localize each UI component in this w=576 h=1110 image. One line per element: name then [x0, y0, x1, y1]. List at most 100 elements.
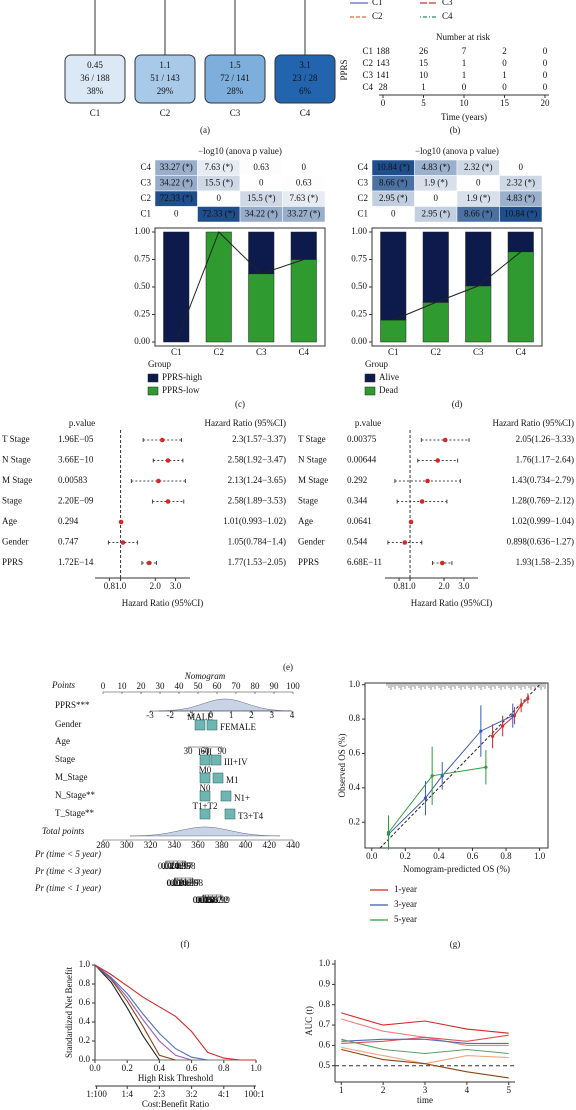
variable-tick-label: 4 [290, 710, 295, 720]
x-tick-label: 1.0 [250, 1063, 262, 1073]
node-box [64, 54, 126, 104]
node-count: 51 / 143 [150, 73, 180, 83]
x-axis-label: Nomogram-predicted OS (%) [403, 864, 510, 874]
points-tick-label: 50 [194, 681, 204, 691]
hr-header: Hazard Ratio (95%CI) [205, 418, 286, 428]
y-tick-label: 0.75 [351, 254, 367, 264]
risk-count: 0 [543, 82, 548, 92]
probability-label: Pr (time < 3 year) [34, 866, 101, 876]
calibration-point [386, 830, 391, 835]
risk-count: 1 [462, 58, 467, 68]
total-tick-label: 420 [263, 840, 277, 850]
x-axis-label: time [417, 1095, 433, 1105]
node-value: 1.1 [159, 60, 170, 70]
legend-label: Alive [379, 372, 399, 382]
x-tick-label: C4 [515, 347, 526, 357]
row-label: C4 [140, 162, 151, 172]
x-tick-label: C2 [213, 347, 224, 357]
x-tick-label: 2.0 [438, 581, 450, 591]
level-box [199, 772, 211, 784]
y-axis-label: AUC (t) [304, 1006, 314, 1036]
y-tick-label: 0.2 [79, 1035, 90, 1045]
cell-label: 0.63 [253, 162, 269, 172]
y-tick-label: 0.75 [134, 254, 150, 264]
row-label: T Stage [2, 434, 30, 444]
points-tick-label: 60 [213, 681, 223, 691]
level-label: M1 [226, 775, 239, 785]
risk-count: 7 [462, 46, 467, 56]
row-label: M Stage [2, 475, 32, 485]
hr-label: 1.76(1.17−2.64) [516, 455, 574, 465]
legend-label: C1 [372, 0, 383, 7]
risk-count: 143 [376, 58, 390, 68]
p-value: 1.72E−14 [58, 557, 94, 567]
heat-cell [499, 206, 543, 223]
total-tick-label: 280 [96, 840, 110, 850]
cell-label: 2.95 (*) [379, 193, 408, 203]
ideal-line [379, 682, 542, 849]
y-tick-label: 0.8 [79, 978, 91, 988]
risk-count: 28 [379, 82, 389, 92]
panel-label: (e) [283, 662, 293, 672]
x-tick-label: C4 [298, 347, 309, 357]
legend-swatch [147, 386, 159, 396]
calibration-line [388, 766, 486, 833]
x-tick-label: 2.0 [150, 581, 162, 591]
calibration-point [484, 765, 488, 769]
risk-row-label: C3 [362, 70, 373, 80]
total-label: Total points [42, 826, 85, 836]
y-tick-label: 0.50 [134, 281, 150, 291]
hr-point [435, 458, 441, 463]
probability-tick-label: 0.85 [182, 878, 198, 888]
density [129, 826, 281, 837]
level-label: FEMALE [220, 722, 257, 732]
legend-label: 3-year [394, 899, 417, 909]
node-box [204, 54, 266, 104]
cell-label: 0 [217, 193, 222, 203]
x-tick-label: 4 [465, 1085, 470, 1095]
hr-point [120, 540, 126, 545]
hr-label: 2.58(1.89−3.53) [228, 496, 286, 506]
x-tick-label: 3.0 [458, 581, 470, 591]
calibration-point [440, 774, 444, 778]
x-tick-label: C3 [473, 347, 484, 357]
cell-label: 72.33 (*) [202, 208, 235, 218]
probability-tick-label: 0.97 [185, 878, 201, 888]
p-value: 0.294 [58, 516, 79, 526]
hr-point [156, 478, 161, 484]
level-box [199, 808, 211, 820]
cell-label: 4.83 (*) [507, 193, 536, 203]
x2-tick-label: 3:2 [186, 1089, 198, 1099]
level-label: N0 [200, 783, 211, 793]
row-label: Gender [298, 537, 325, 547]
variable-tick-label: 30 [184, 746, 194, 756]
points-tick-label: 20 [137, 681, 147, 691]
y-tick-label: 0.6 [79, 997, 91, 1007]
calibration-point [430, 774, 434, 778]
bar-segment [248, 273, 275, 343]
risk-count: 0 [502, 82, 507, 92]
points-label: Points [51, 680, 75, 690]
p-value: 0.00644 [347, 455, 377, 465]
bar-segment [205, 231, 232, 343]
series-line [341, 1012, 509, 1034]
hr-header: Hazard Ratio (95%CI) [493, 418, 574, 428]
bar-segment [163, 231, 190, 343]
heatmap-title: −log10 (anova p value) [415, 146, 499, 156]
cell-label: 33.27 (*) [287, 208, 320, 218]
p-value: 0.544 [347, 537, 368, 547]
x-axis-label: Hazard Ratio (95%CI) [122, 598, 203, 608]
series-line [341, 1048, 509, 1079]
x-tick-label: 3.0 [170, 581, 182, 591]
legend-swatch [364, 386, 376, 396]
y-tick-label: 1.0 [79, 959, 91, 969]
row-label: N Stage [2, 455, 31, 465]
heat-cell [282, 206, 326, 223]
hr-label: 2.05(1.26−3.33) [516, 434, 574, 444]
risk-count: 0 [543, 46, 548, 56]
x-tick-label: 0.8 [104, 581, 116, 591]
row-label: C3 [357, 177, 368, 187]
probability-tick-label: 0.998 [183, 878, 204, 888]
cell-label: 34.22 (*) [245, 208, 278, 218]
